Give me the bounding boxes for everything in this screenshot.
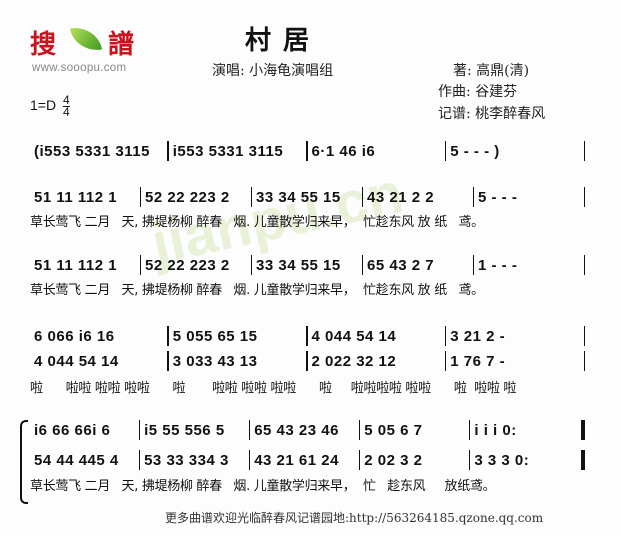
logo-url: www.sooopu.com <box>32 62 127 74</box>
bar-line <box>361 255 363 275</box>
key: 1=D <box>30 97 57 114</box>
bar-line <box>580 450 585 470</box>
bar-line <box>306 326 308 346</box>
sooopu-logo[interactable]: 搜 譜 www.sooopu.com <box>30 22 155 82</box>
bar-line <box>167 351 169 371</box>
bar-line <box>250 255 252 275</box>
measure: 65 43 2 7 <box>367 256 435 274</box>
measure: i6 66 66i 6 <box>34 421 111 439</box>
bar-line <box>306 141 308 161</box>
bar-line <box>306 351 308 371</box>
bar-line <box>583 351 585 371</box>
bar-line <box>167 141 169 161</box>
bar-line <box>250 187 252 207</box>
measure: 5 - - - <box>478 188 518 206</box>
logo-text-2: 譜 <box>108 30 135 60</box>
bar-line <box>248 420 251 440</box>
score-row: 51 11 112 1 52 22 223 2 33 34 55 15 65 43 2… <box>30 254 585 276</box>
bar-line <box>472 187 474 207</box>
score-row: i6 66 66i 6 i5 55 556 5 65 43 23 46 5 05 6 … <box>30 419 585 441</box>
logo-text: 搜 <box>30 30 57 60</box>
bar-line <box>167 326 169 346</box>
lyric-line: 草长莺飞 二月 天, 拂堤杨柳 醉春 烟. 儿童散学归来早， 忙趁东风 放 纸 … <box>30 215 484 230</box>
measure: 33 34 55 15 <box>256 256 341 274</box>
measure: 2 02 3 2 <box>364 451 423 469</box>
measure: 1 - - - <box>478 256 518 274</box>
bar-line <box>139 255 141 275</box>
bar-line <box>580 420 585 440</box>
measure: (i553 5331 3115 <box>34 142 150 160</box>
bar-line <box>468 420 471 440</box>
measure: i553 5331 3115 <box>172 142 284 160</box>
measure: 5 05 6 7 <box>364 421 423 439</box>
bar-line <box>138 420 141 440</box>
measure: 3 3 3 0: <box>474 451 530 469</box>
bar-line <box>583 141 585 161</box>
leaf-icon <box>69 23 103 55</box>
measure: 65 43 23 46 <box>254 421 339 439</box>
measure: 1 76 7 - <box>450 352 506 370</box>
bar-line <box>358 420 361 440</box>
bar-line <box>248 450 251 470</box>
measure: 4 044 54 14 <box>34 352 119 370</box>
measure: 53 33 334 3 <box>144 451 229 469</box>
score-row: 51 11 112 1 52 22 223 2 33 34 55 15 43 21 2… <box>30 186 585 208</box>
time-bottom: 4 <box>62 105 70 119</box>
score-row: 54 44 445 4 53 33 334 3 43 21 61 24 2 02 3 … <box>30 449 585 471</box>
system-brace <box>20 420 28 504</box>
bar-line <box>444 326 447 346</box>
measure: 6 066 i6 16 <box>34 327 115 345</box>
measure: 51 11 112 1 <box>34 188 118 206</box>
measure: i i i 0: <box>474 421 517 439</box>
bar-line <box>139 187 141 207</box>
measure: 43 21 61 24 <box>254 451 339 469</box>
footer-text: 更多曲谱欢迎光临醉春风记谱园地:http://563264185.qzone.q… <box>165 511 544 525</box>
time-top: 4 <box>62 93 70 107</box>
bar-line <box>472 255 474 275</box>
bar-line <box>444 351 447 371</box>
lyric-line: 草长莺飞 二月 天, 拂堤杨柳 醉春 烟. 儿童散学归来早， 忙 趁东风 放纸鸢… <box>30 479 496 494</box>
bar-line <box>583 326 585 346</box>
measure: 33 34 55 15 <box>256 188 341 206</box>
singer: 演唱: 小海龟演唱组 <box>212 63 334 79</box>
score-row: 4 044 54 14 3 033 43 13 2 022 32 12 1 76 7 … <box>30 350 585 372</box>
bar-line <box>468 450 471 470</box>
bar-line <box>444 141 447 161</box>
bar-line <box>361 187 363 207</box>
measure: i5 55 556 5 <box>144 421 225 439</box>
song-title: 村居 <box>245 26 322 56</box>
composer: 作曲: 谷建芬 <box>438 84 518 100</box>
lyricist: 著: 高鼎(清) <box>453 63 530 79</box>
measure: 52 22 223 2 <box>145 256 230 274</box>
measure: 2 022 32 12 <box>311 352 397 370</box>
measure: 54 44 445 4 <box>34 451 119 469</box>
lyric-line: 啦 啦啦 啦啦 啦啦 啦 啦啦 啦啦 啦啦 啦 啦啦啦啦 啦啦 啦 啦啦 啦 <box>30 381 517 396</box>
measure: 4 044 54 14 <box>311 327 397 345</box>
bar-line <box>583 255 585 275</box>
measure: 5 - - - ) <box>450 142 500 160</box>
measure: 43 21 2 2 <box>367 188 435 206</box>
bar-line <box>358 450 361 470</box>
bar-line <box>583 187 585 207</box>
measure: 52 22 223 2 <box>145 188 230 206</box>
measure: 6·1 46 i6 <box>311 142 376 160</box>
measure: 51 11 112 1 <box>34 256 118 274</box>
measure: 3 033 43 13 <box>172 352 258 370</box>
bar-line <box>138 450 141 470</box>
lyric-line: 草长莺飞 二月 天, 拂堤杨柳 醉春 烟. 儿童散学归来早， 忙趁东风 放 纸 … <box>30 283 484 298</box>
measure: 3 21 2 - <box>450 327 506 345</box>
measure: 5 055 65 15 <box>172 327 258 345</box>
score-row: 6 066 i6 16 5 055 65 15 4 044 54 14 3 21 2 … <box>30 325 585 347</box>
score-row: (i553 5331 3115 i553 5331 3115 6·1 46 i6 5 … <box>30 140 585 162</box>
transcriber: 记谱: 桃李醉春风 <box>438 106 546 122</box>
